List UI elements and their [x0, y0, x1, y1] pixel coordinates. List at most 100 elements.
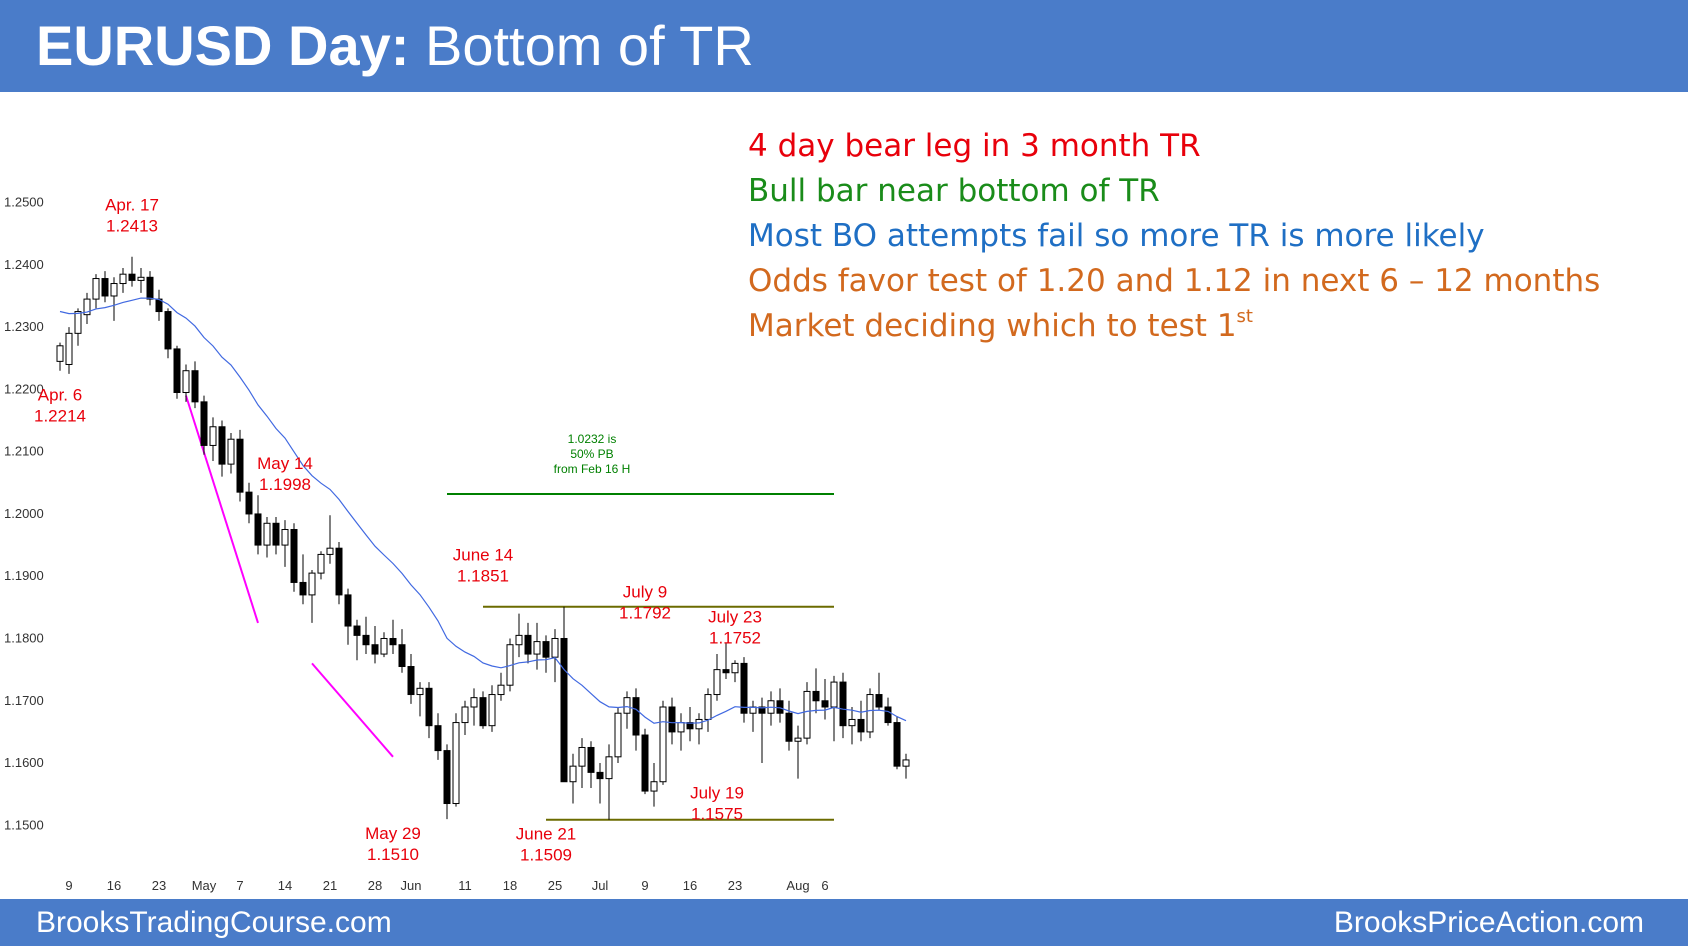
x-tick-label: 16 — [107, 878, 121, 893]
candle — [902, 753, 910, 779]
candle-body — [299, 581, 307, 596]
candle — [479, 691, 487, 729]
candle — [164, 308, 172, 359]
candle-body — [524, 634, 532, 655]
y-tick-label: 1.2400 — [4, 257, 44, 272]
title-subject: Bottom of TR — [409, 14, 754, 77]
candle — [821, 678, 829, 720]
candle — [569, 753, 577, 804]
candle-body — [515, 634, 523, 646]
x-tick-label: 11 — [458, 878, 472, 893]
candle-body — [695, 718, 703, 730]
candle — [308, 569, 316, 623]
candle-body — [560, 637, 568, 783]
candles — [56, 256, 910, 820]
candle-body — [416, 687, 424, 696]
candle-body — [803, 690, 811, 739]
y-tick-label: 1.2000 — [4, 506, 44, 521]
price-annotation: July 23 — [708, 607, 762, 626]
candle — [641, 728, 649, 795]
candle-body — [164, 311, 172, 350]
candle-body — [128, 273, 136, 281]
x-tick-label: 14 — [278, 878, 292, 893]
candle-body — [137, 276, 145, 281]
candle-body — [326, 547, 334, 555]
candle — [587, 741, 595, 788]
x-tick-label: Jul — [592, 878, 609, 893]
candle — [677, 713, 685, 751]
candle — [839, 672, 847, 739]
candle — [254, 495, 262, 555]
candle — [209, 417, 217, 462]
candle-body — [425, 687, 433, 727]
candle — [389, 619, 397, 655]
y-axis: 1.2500 1.2400 1.2300 1.2200 1.2100 1.2000 1.19… — [4, 195, 44, 833]
candle-body — [281, 529, 289, 546]
candle-body — [596, 771, 604, 780]
candle-body — [362, 634, 370, 646]
footer-bar: BrooksTradingCourse.com BrooksPriceActio… — [0, 899, 1688, 946]
candle — [542, 635, 550, 673]
candle — [578, 738, 586, 788]
note-line-1: 4 day bear leg in 3 month TR — [748, 128, 1201, 164]
candle-body — [542, 641, 550, 658]
candle — [443, 744, 451, 820]
x-tick-label: 18 — [503, 878, 517, 893]
x-tick-label: 9 — [641, 878, 648, 893]
candle — [326, 515, 334, 564]
candle — [857, 700, 865, 742]
x-tick-label: Aug — [786, 878, 809, 893]
candle — [245, 482, 253, 524]
candle-body — [119, 273, 127, 285]
candle-body — [479, 697, 487, 727]
price-annotations: Apr. 17 1.2413 Apr. 6 1.2214 May 14 1.1998 May… — [34, 196, 762, 865]
candle-body — [470, 697, 478, 708]
candle-body — [821, 700, 829, 708]
candle — [695, 713, 703, 745]
candle — [461, 700, 469, 736]
ema-line — [59, 297, 907, 724]
candle-body — [794, 737, 802, 742]
candle-body — [182, 370, 190, 394]
price-annotation: 1.2214 — [34, 407, 86, 426]
price-annotation: 1.1998 — [259, 475, 311, 494]
target-line-label: 50% PB — [570, 447, 613, 461]
candle-body — [650, 781, 658, 792]
candle — [146, 271, 154, 306]
header-bar: EURUSD Day: Bottom of TR — [0, 0, 1688, 92]
candle-body — [218, 426, 226, 465]
candle — [596, 763, 604, 804]
candle — [263, 517, 271, 558]
candle — [740, 657, 748, 723]
candle-body — [641, 734, 649, 792]
candle-body — [830, 681, 838, 708]
candle-body — [875, 694, 883, 708]
candle-body — [659, 706, 667, 783]
note-line-3: Most BO attempts fail so more TR is more… — [748, 218, 1485, 254]
candle-body — [56, 345, 64, 362]
candle-body — [704, 694, 712, 720]
candle — [722, 643, 730, 679]
candle-body — [776, 700, 784, 714]
note-line-5-text: Market deciding which to test 1 — [748, 308, 1237, 344]
candle-body — [65, 332, 73, 365]
candle — [650, 763, 658, 807]
trend-lines — [185, 395, 394, 758]
price-annotation: 1.1752 — [709, 628, 761, 647]
candle-body — [398, 644, 406, 668]
candle-body — [902, 759, 910, 767]
candle — [488, 685, 496, 732]
candle-body — [335, 547, 343, 596]
candle-body — [632, 697, 640, 736]
candle — [668, 697, 676, 745]
candle — [533, 622, 541, 670]
candle — [497, 672, 505, 701]
candle — [659, 700, 667, 785]
x-tick-label: 23 — [728, 878, 742, 893]
candle-body — [677, 722, 685, 733]
candle-body — [614, 712, 622, 758]
candle — [299, 554, 307, 605]
candle — [353, 619, 361, 661]
candle-body — [812, 690, 820, 702]
candle — [848, 706, 856, 745]
